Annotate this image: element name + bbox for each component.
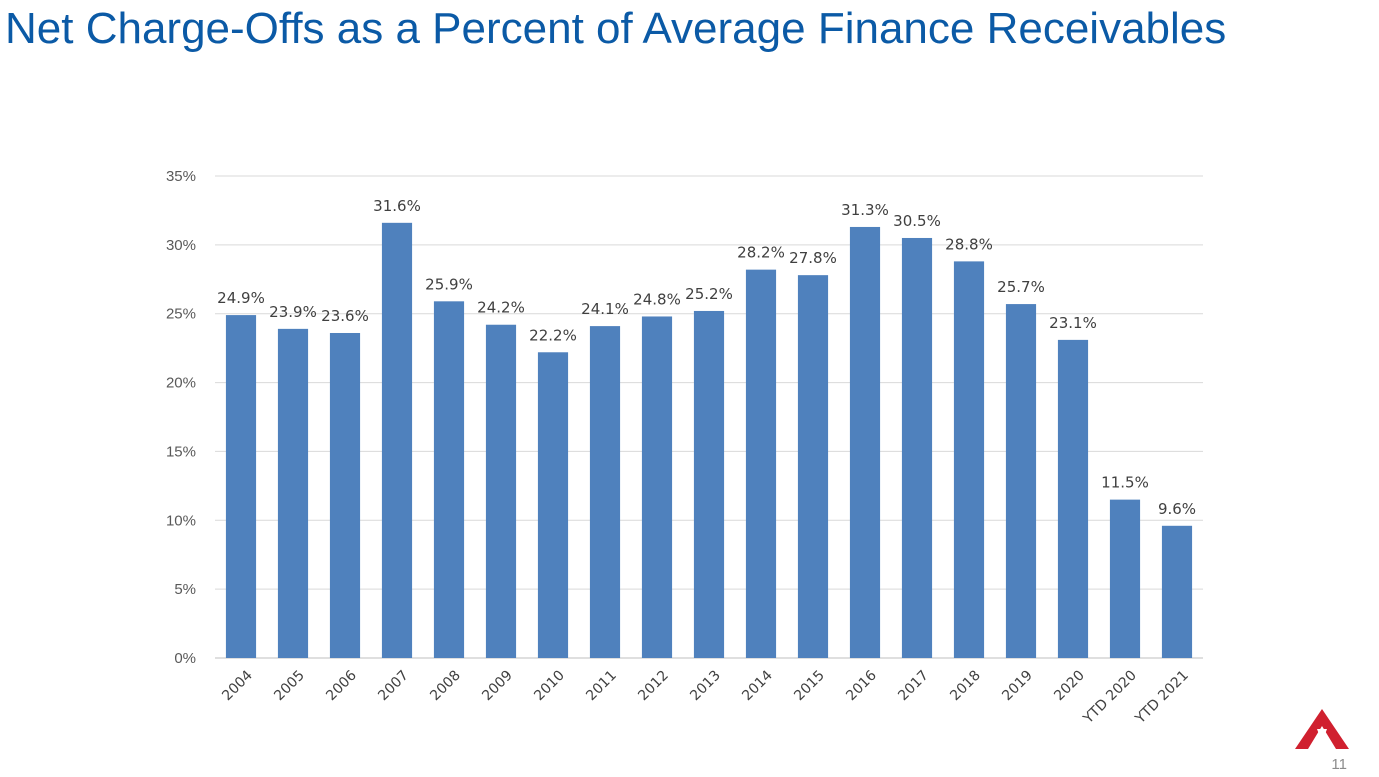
data-label: 28.8% — [945, 235, 993, 253]
data-label: 24.9% — [217, 289, 265, 307]
data-label: 25.9% — [425, 275, 473, 293]
page-title: Net Charge-Offs as a Percent of Average … — [5, 4, 1227, 53]
y-axis-tick-labels: 0% 5% 10% 15% 20% 25% 30% 35% — [166, 168, 196, 667]
y-tick-label: 30% — [166, 237, 196, 254]
y-tick-label: 5% — [174, 581, 196, 598]
bar — [797, 275, 829, 658]
data-label: 27.8% — [789, 249, 837, 267]
x-tick-label: 2009 — [479, 668, 516, 705]
bar — [329, 332, 361, 658]
bar — [1109, 499, 1141, 658]
data-labels: 24.9%23.9% 23.6% 31.6% 25.9%24.2%22.2%24.1%… — [217, 197, 1196, 518]
data-label: 11.5% — [1101, 474, 1149, 492]
x-tick-label: 2014 — [739, 667, 776, 704]
data-label: 23.9% — [269, 303, 317, 321]
x-tick-label: 2010 — [531, 668, 568, 705]
data-label: 31.6% — [373, 197, 421, 215]
x-tick-label: 2004 — [219, 667, 256, 704]
bar — [953, 261, 985, 658]
bar — [537, 352, 569, 658]
x-tick-label: 2016 — [843, 667, 880, 704]
brand-logo-icon — [1295, 709, 1349, 749]
bar — [849, 226, 881, 658]
data-label: 9.6% — [1158, 500, 1196, 518]
x-axis-tick-labels: 2004 2005 2006 2007 2008 2009 2010 2011 2012 2013… — [219, 667, 1192, 727]
x-tick-label: 2007 — [375, 668, 412, 705]
bar — [277, 328, 309, 658]
data-label: 22.2% — [529, 326, 577, 344]
bar — [225, 315, 257, 658]
data-label: 23.6% — [321, 307, 369, 325]
bar — [1005, 304, 1037, 658]
x-tick-label: 2020 — [1051, 668, 1088, 705]
data-label: 25.7% — [997, 278, 1045, 296]
y-tick-label: 15% — [166, 443, 196, 460]
bar — [901, 237, 933, 658]
data-label: 30.5% — [893, 212, 941, 230]
x-tick-label: 2017 — [895, 668, 932, 705]
x-tick-label: 2013 — [687, 668, 724, 705]
data-label: 25.2% — [685, 285, 733, 303]
x-tick-label: 2008 — [427, 668, 464, 705]
data-label: 24.2% — [477, 299, 525, 317]
x-tick-label: YTD 2020 — [1080, 668, 1140, 728]
y-tick-label: 0% — [174, 650, 196, 667]
data-label: 31.3% — [841, 201, 889, 219]
x-tick-label: 2019 — [999, 668, 1036, 705]
bar — [589, 326, 621, 658]
bar — [641, 316, 673, 658]
y-tick-label: 10% — [166, 512, 196, 529]
x-tick-label: 2005 — [271, 668, 308, 705]
y-tick-label: 35% — [166, 168, 196, 185]
data-label: 24.1% — [581, 300, 629, 318]
bar — [745, 269, 777, 658]
bar — [693, 310, 725, 658]
page-number: 11 — [1331, 756, 1347, 773]
bar — [1161, 525, 1193, 658]
x-tick-label: YTD 2021 — [1132, 668, 1192, 728]
bars — [225, 222, 1193, 658]
x-tick-label: 2006 — [323, 667, 360, 704]
x-tick-label: 2018 — [947, 668, 984, 705]
x-tick-label: 2012 — [635, 668, 672, 705]
y-tick-label: 20% — [166, 375, 196, 392]
data-label: 28.2% — [737, 244, 785, 262]
x-tick-label: 2011 — [583, 668, 620, 705]
data-label: 23.1% — [1049, 314, 1097, 332]
x-tick-label: 2015 — [791, 668, 828, 705]
data-label: 24.8% — [633, 290, 681, 308]
bar — [1057, 339, 1089, 658]
bar — [433, 301, 465, 658]
y-tick-label: 25% — [166, 306, 196, 323]
bar — [485, 324, 517, 658]
bar — [381, 222, 413, 658]
